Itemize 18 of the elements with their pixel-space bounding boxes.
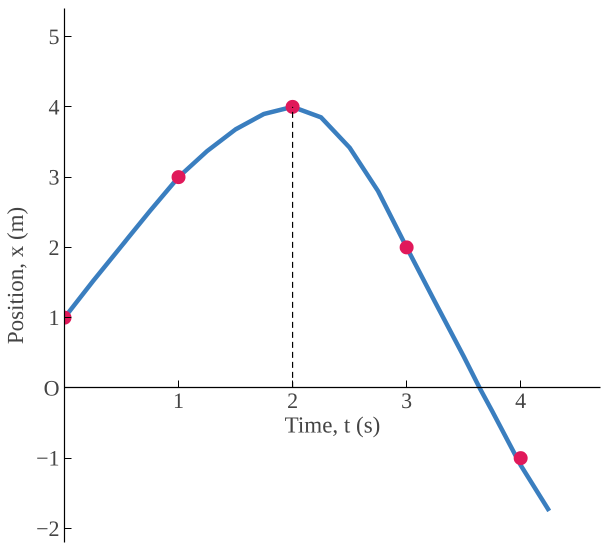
x-axis-title: Time, t (s) [284,412,380,438]
point [172,170,186,184]
y-tick-label: O [44,375,60,400]
x-tick-label: 4 [515,388,526,413]
y-tick-label: −1 [36,446,60,471]
point [286,100,300,114]
x-tick-label: 3 [401,388,412,413]
y-tick-label: 4 [48,94,60,120]
y-tick-label: 2 [48,234,60,260]
point [514,451,528,466]
x-tick-label: 1 [173,388,184,413]
y-tick-label: 3 [48,164,60,190]
y-axis-title: Position, x (m) [3,206,28,344]
y-tick-label: 5 [48,24,60,50]
point [400,240,414,254]
y-tick-label: 1 [48,305,60,330]
x-tick-label: 2 [287,388,298,413]
y-tick-label: −2 [36,516,60,541]
